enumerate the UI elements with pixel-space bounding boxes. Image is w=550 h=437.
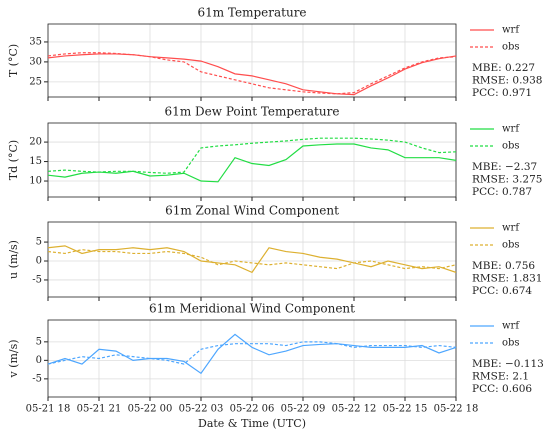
y-tick-label: 0	[36, 355, 42, 366]
plot-frame	[47, 23, 457, 98]
legend-label: obs	[502, 240, 520, 251]
stat-text: MBE: −2.37	[472, 161, 537, 173]
series-line	[47, 53, 457, 96]
x-axis-label: Date & Time (UTC)	[198, 417, 306, 430]
plot-frame	[47, 221, 457, 298]
y-axis-label: u (m/s)	[7, 240, 20, 279]
legend-label: obs	[502, 42, 520, 53]
legend-label: wrf	[502, 124, 520, 135]
stat-text: PCC: 0.971	[472, 87, 532, 99]
legend-label: wrf	[502, 321, 520, 332]
stat-text: MBE: 0.756	[472, 260, 535, 272]
y-axis-label: v (m/s)	[7, 339, 20, 378]
x-tick-label: 05-22 00	[128, 404, 173, 415]
stat-text: RMSE: 2.1	[472, 371, 529, 383]
plot-frame	[47, 319, 457, 398]
y-tick-label: 35	[29, 36, 42, 47]
stat-text: RMSE: 3.275	[472, 174, 542, 186]
y-tick-label: 5	[36, 237, 42, 248]
y-axis-label: Td (°C)	[7, 140, 20, 180]
panel-title: 61m Zonal Wind Component	[165, 204, 339, 218]
y-tick-label: 0	[36, 256, 42, 267]
y-axis-label: T (°C)	[7, 44, 20, 77]
panel-title: 61m Meridional Wind Component	[149, 302, 355, 316]
x-tick-label: 05-22 15	[383, 404, 428, 415]
series-line	[47, 245, 457, 274]
x-tick-label: 05-22 09	[281, 404, 326, 415]
series-line	[47, 333, 457, 375]
legend-label: obs	[502, 338, 520, 349]
x-tick-label: 05-22 06	[230, 404, 275, 415]
stat-text: MBE: 0.227	[472, 62, 535, 74]
y-tick-label: 20	[29, 137, 42, 148]
x-tick-label: 05-21 18	[26, 404, 71, 415]
legend-label: obs	[502, 141, 520, 152]
y-tick-label: 15	[29, 156, 42, 167]
y-tick-label: -5	[32, 373, 42, 384]
stat-text: RMSE: 0.938	[472, 75, 542, 87]
x-tick-label: 05-21 21	[77, 404, 122, 415]
stat-text: MBE: −0.113	[472, 358, 544, 370]
panel-title: 61m Temperature	[197, 6, 306, 20]
stat-text: PCC: 0.606	[472, 383, 532, 395]
series-line	[47, 137, 457, 174]
y-tick-label: -5	[32, 274, 42, 285]
y-tick-label: 10	[29, 176, 42, 187]
stat-text: PCC: 0.674	[472, 285, 532, 297]
y-tick-label: 25	[29, 76, 42, 87]
x-tick-label: 05-22 03	[179, 404, 224, 415]
legend-label: wrf	[502, 223, 520, 234]
series-line	[47, 249, 457, 270]
x-tick-label: 05-22 12	[332, 404, 377, 415]
stat-text: RMSE: 1.831	[472, 273, 542, 285]
stat-text: PCC: 0.787	[472, 186, 532, 198]
x-tick-label: 05-22 18	[434, 404, 479, 415]
y-tick-label: 5	[36, 336, 42, 347]
y-tick-label: 30	[29, 56, 42, 67]
series-line	[47, 341, 457, 365]
series-line	[47, 143, 457, 183]
panel-title: 61m Dew Point Temperature	[165, 105, 340, 119]
legend-label: wrf	[502, 25, 520, 36]
